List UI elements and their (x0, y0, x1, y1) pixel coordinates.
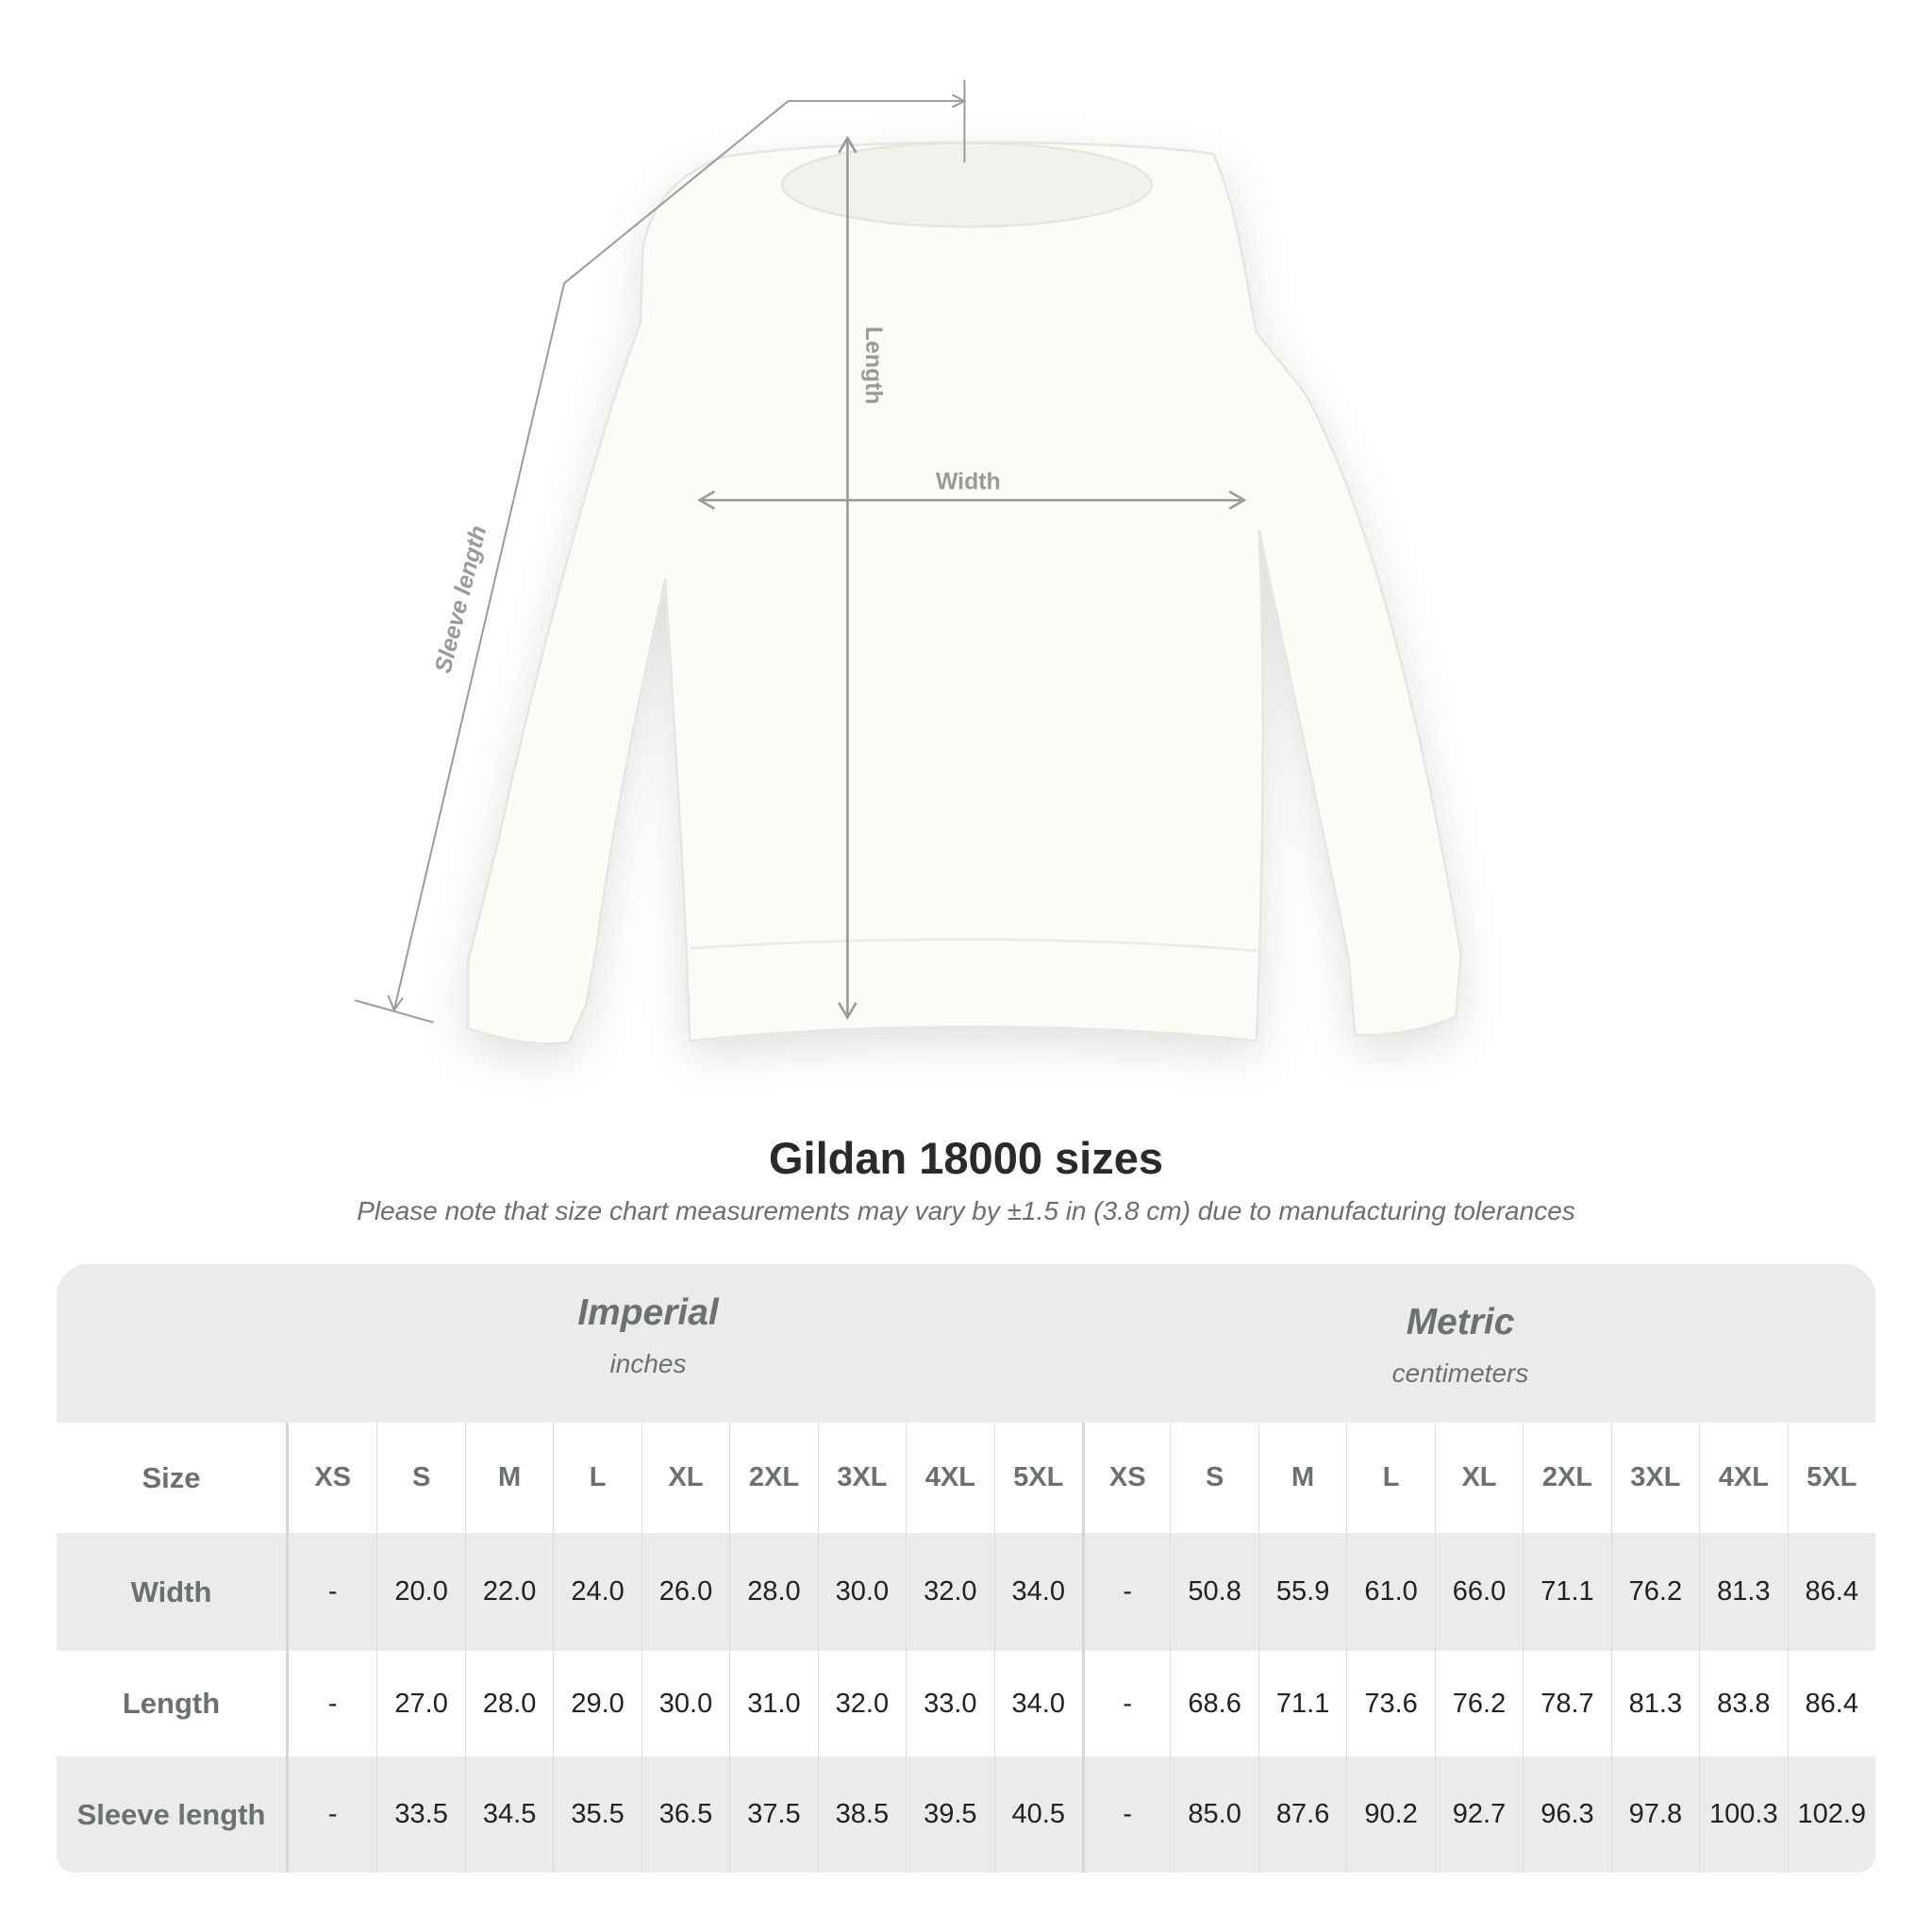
sweatshirt (466, 141, 1462, 1045)
table-cell: 76.2 (1610, 1533, 1699, 1651)
table-cell: 55.9 (1257, 1533, 1346, 1651)
table-cell: 86.4 (1787, 1651, 1875, 1757)
table-cell: - (1081, 1757, 1170, 1873)
size-header: 2XL (729, 1423, 817, 1533)
sweatshirt-diagram: Length Width Sleeve length (354, 79, 1462, 1045)
chart-title: Gildan 18000 sizes (768, 1133, 1164, 1183)
width-label: Width (936, 469, 1001, 494)
table-cell: 76.2 (1434, 1651, 1523, 1757)
table-cell: 66.0 (1434, 1533, 1523, 1651)
metric-unit: centimeters (1391, 1358, 1529, 1388)
table-cell: 85.0 (1170, 1757, 1257, 1873)
size-header: 4XL (1699, 1423, 1787, 1533)
table-cell: 33.0 (906, 1651, 993, 1757)
table-cell: 38.5 (817, 1757, 906, 1873)
table-cell: 68.6 (1170, 1651, 1257, 1757)
size-header: XS (1081, 1423, 1170, 1533)
table-cell: 102.9 (1787, 1757, 1875, 1873)
table-cell: 34.0 (993, 1651, 1082, 1757)
table-cell: - (1081, 1533, 1170, 1651)
size-header: L (1346, 1423, 1434, 1533)
table-cell: - (1081, 1651, 1170, 1757)
table-cell: 92.7 (1434, 1757, 1523, 1873)
table-cell: - (327, 1688, 338, 1719)
table-cell: 32.0 (906, 1533, 993, 1651)
table-cell: 37.5 (729, 1757, 817, 1873)
table-cell: 31.0 (729, 1651, 817, 1757)
sleeve-length-label: Sleeve length (430, 524, 491, 676)
unit-header: Imperial inches Metric centimeters (57, 1264, 1875, 1423)
table-cell: 26.0 (641, 1533, 729, 1651)
metric-title: Metric (1406, 1302, 1515, 1342)
table-cell: 27.0 (376, 1651, 464, 1757)
table-cell: 22.0 (464, 1533, 553, 1651)
size-header: 4XL (906, 1423, 993, 1533)
table-cell: 97.8 (1610, 1757, 1699, 1873)
table-cell: 30.0 (641, 1651, 729, 1757)
size-table: Imperial inches Metric centimeters Size … (57, 1264, 1875, 1873)
table-cell: 30.0 (817, 1533, 906, 1651)
size-header: XL (1434, 1423, 1523, 1533)
table-cell: 20.0 (376, 1533, 464, 1651)
row-label: Width (57, 1533, 289, 1651)
size-header: 3XL (1610, 1423, 1699, 1533)
table-cell: 32.0 (817, 1651, 906, 1757)
metric-header: Metric centimeters (1064, 1302, 1857, 1389)
table-cell: - (327, 1799, 338, 1829)
table-cell: 29.0 (553, 1651, 641, 1757)
size-header: 5XL (993, 1423, 1082, 1533)
row-label: Sleeve length (57, 1757, 289, 1873)
table-cell: 71.1 (1257, 1651, 1346, 1757)
size-header: L (553, 1423, 641, 1533)
row-label: Size (57, 1423, 289, 1533)
size-header: M (1257, 1423, 1346, 1533)
size-header: S (1170, 1423, 1257, 1533)
table-row: Length -27.0 28.0 29.0 30.0 31.0 32.0 33.0 34.0-… (57, 1651, 1875, 1757)
table-cell: 78.7 (1523, 1651, 1610, 1757)
length-arrow (838, 135, 858, 1021)
size-header: 3XL (817, 1423, 906, 1533)
sleeve-measure-line (354, 79, 967, 1024)
collar (780, 142, 1154, 228)
table-cell: 73.6 (1346, 1651, 1434, 1757)
table-cell: 61.0 (1346, 1533, 1434, 1651)
size-header: XS (314, 1462, 352, 1492)
size-header: S (376, 1423, 464, 1533)
table-cell: 28.0 (729, 1533, 817, 1651)
table-row: Width -20.0 22.0 24.0 26.0 28.0 30.0 32.0 34.0-5… (57, 1533, 1875, 1651)
size-header: 2XL (1523, 1423, 1610, 1533)
table-row: Sleeve length - 33.5 34.5 35.5 36.5 37.5 38.5 39… (57, 1757, 1875, 1873)
table-cell: 28.0 (464, 1651, 553, 1757)
size-header: M (464, 1423, 553, 1533)
row-label: Length (57, 1651, 289, 1757)
table-cell: 83.8 (1699, 1651, 1787, 1757)
table-cell: 33.5 (376, 1757, 464, 1873)
table-cell: 39.5 (906, 1757, 993, 1873)
length-label: Length (860, 326, 886, 405)
table-cell: 86.4 (1787, 1533, 1875, 1651)
table-cell: 36.5 (641, 1757, 729, 1873)
table-cell: 34.5 (464, 1757, 553, 1873)
table-cell: 96.3 (1523, 1757, 1610, 1873)
width-arrow (697, 490, 1247, 510)
table-cell: 81.3 (1699, 1533, 1787, 1651)
size-row: Size XS S M L XL 2XL 3XL 4XL 5XL XS S M L XL 2XL 3XL 4XL… (57, 1423, 1875, 1533)
table-cell: - (327, 1576, 338, 1607)
table-cell: 87.6 (1257, 1757, 1346, 1873)
table-cell: 24.0 (553, 1533, 641, 1651)
table-cell: 35.5 (553, 1757, 641, 1873)
table-cell: 71.1 (1523, 1533, 1610, 1651)
size-header: 5XL (1787, 1423, 1875, 1533)
imperial-header: Imperial inches (252, 1292, 1044, 1379)
size-header: XL (641, 1423, 729, 1533)
table-cell: 100.3 (1699, 1757, 1787, 1873)
table-cell: 90.2 (1346, 1757, 1434, 1873)
table-cell: 40.5 (993, 1757, 1082, 1873)
imperial-unit: inches (609, 1349, 687, 1378)
imperial-title: Imperial (577, 1292, 719, 1333)
table-cell: 81.3 (1610, 1651, 1699, 1757)
table-cell: 50.8 (1170, 1533, 1257, 1651)
tolerance-note: Please note that size chart measurements… (357, 1196, 1575, 1225)
table-cell: 34.0 (993, 1533, 1082, 1651)
